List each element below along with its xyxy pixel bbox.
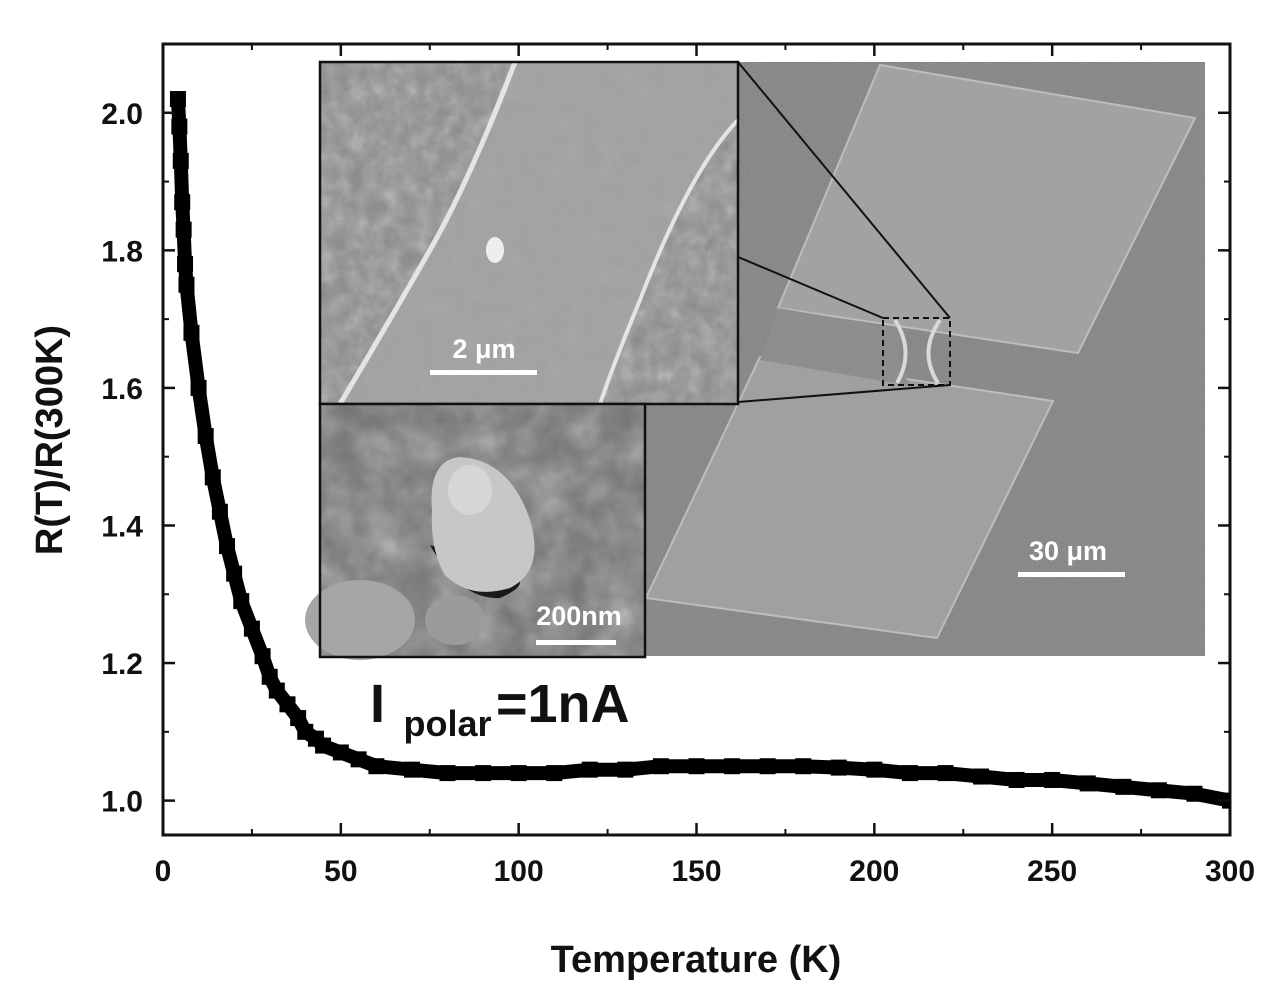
data-point bbox=[368, 758, 385, 775]
data-point bbox=[175, 221, 192, 238]
data-point bbox=[290, 710, 307, 727]
annotation-suffix: =1nA bbox=[496, 674, 630, 734]
data-point bbox=[315, 737, 332, 754]
x-tick-label: 250 bbox=[1027, 855, 1077, 888]
data-point bbox=[901, 765, 918, 782]
data-point bbox=[211, 503, 228, 520]
electrode-pad-top bbox=[776, 63, 1197, 355]
data-point bbox=[1115, 778, 1132, 795]
data-point bbox=[350, 751, 367, 768]
sem-inset-particle: 200nm bbox=[305, 402, 647, 660]
data-point bbox=[795, 758, 812, 775]
y-tick-label: 1.2 bbox=[101, 648, 143, 681]
data-point bbox=[866, 761, 883, 778]
data-point bbox=[174, 194, 191, 211]
data-point bbox=[937, 765, 954, 782]
data-point bbox=[439, 765, 456, 782]
scale-label-30um: 30 μm bbox=[1029, 536, 1107, 566]
y-tick-label: 1.6 bbox=[101, 373, 143, 406]
current-annotation: I polar =1nA bbox=[370, 674, 630, 744]
x-axis: 0 50 100 150 200 250 300 bbox=[155, 44, 1255, 888]
data-point bbox=[204, 469, 221, 486]
annotation-subscript: polar bbox=[403, 703, 491, 744]
y-axis-title: R(T)/R(300K) bbox=[29, 325, 71, 555]
data-point bbox=[617, 761, 634, 778]
x-tick-label: 150 bbox=[671, 855, 721, 888]
data-point bbox=[190, 379, 207, 396]
data-point bbox=[724, 758, 741, 775]
data-point bbox=[171, 118, 188, 135]
y-axis: 1.0 1.2 1.4 1.6 1.8 2.0 bbox=[101, 98, 1230, 819]
x-tick-label: 50 bbox=[324, 855, 357, 888]
x-tick-label: 300 bbox=[1205, 855, 1255, 888]
scale-label-2um: 2 μm bbox=[452, 334, 515, 364]
data-point bbox=[261, 668, 278, 685]
data-point bbox=[178, 276, 195, 293]
data-point bbox=[1186, 785, 1203, 802]
data-point bbox=[1079, 775, 1096, 792]
y-tick-label: 1.0 bbox=[101, 786, 143, 819]
electrode-pad-bottom bbox=[644, 355, 1055, 640]
data-point bbox=[219, 538, 236, 555]
y-tick-label: 1.8 bbox=[101, 235, 143, 268]
x-tick-label: 200 bbox=[849, 855, 899, 888]
data-point bbox=[254, 648, 271, 665]
data-point bbox=[172, 152, 189, 169]
annotation-main: I bbox=[370, 674, 385, 734]
data-point bbox=[233, 593, 250, 610]
x-axis-title: Temperature (K) bbox=[551, 939, 842, 981]
data-point bbox=[332, 744, 349, 761]
x-tick-label: 100 bbox=[494, 855, 544, 888]
data-point bbox=[973, 768, 990, 785]
data-point bbox=[183, 324, 200, 341]
data-point bbox=[1008, 771, 1025, 788]
data-point bbox=[197, 428, 214, 445]
data-point bbox=[759, 758, 776, 775]
data-point bbox=[177, 256, 194, 273]
data-point bbox=[581, 761, 598, 778]
data-point bbox=[830, 759, 847, 776]
data-point bbox=[243, 620, 260, 637]
data-point bbox=[169, 91, 186, 108]
data-point bbox=[546, 765, 563, 782]
data-point bbox=[688, 758, 705, 775]
y-tick-label: 2.0 bbox=[101, 98, 143, 131]
x-tick-label: 0 bbox=[155, 855, 172, 888]
data-point bbox=[279, 696, 296, 713]
data-point bbox=[1150, 782, 1167, 799]
data-point bbox=[226, 565, 243, 582]
nanowire-strip bbox=[340, 62, 738, 404]
data-point bbox=[475, 765, 492, 782]
scale-label-200nm: 200nm bbox=[536, 601, 622, 631]
y-tick-label: 1.4 bbox=[101, 510, 143, 543]
data-series bbox=[169, 91, 1230, 809]
sem-inset-zoom: 2 μm bbox=[318, 60, 740, 406]
data-point bbox=[403, 761, 420, 778]
data-point bbox=[1044, 771, 1061, 788]
data-point bbox=[652, 758, 669, 775]
data-point bbox=[510, 765, 527, 782]
data-point bbox=[268, 682, 285, 699]
